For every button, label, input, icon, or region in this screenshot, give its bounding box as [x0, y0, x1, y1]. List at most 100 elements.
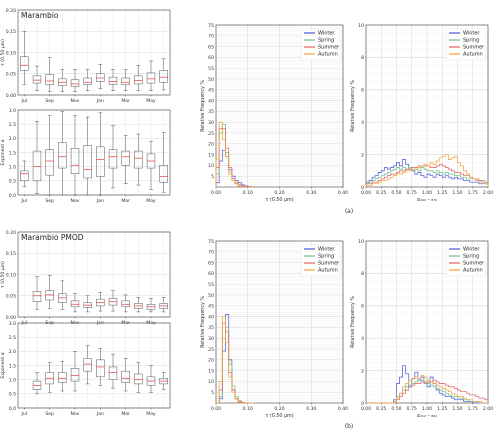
y-tick-label: 1.5 [9, 150, 16, 156]
x-tick-label: May [146, 411, 156, 417]
x-tick-label: 0.25 [376, 406, 386, 412]
axes-frame [365, 240, 489, 404]
axes-frame [17, 9, 171, 96]
box-may [146, 60, 156, 91]
box-jun [159, 297, 168, 313]
box-plot-marambio-tau: 0.00 0.05 0.10 0.15 0.20 Jul Sep Nov Jan Mar May τ … [0, 8, 171, 104]
box-iqr [121, 370, 130, 383]
series-summer [216, 322, 255, 404]
series-autumn [216, 316, 255, 404]
y-axis-label: Relative Frequency % [350, 296, 356, 348]
y-tick-label: 0 [361, 401, 364, 407]
box-may [146, 298, 156, 313]
y-tick-label: 20 [208, 142, 214, 148]
y-tick-label: 0.00 [6, 315, 16, 321]
x-axis-label: τ (0.50 μm) [265, 197, 293, 203]
box-sep [45, 115, 54, 196]
x-tick-label: 0.00 [211, 190, 221, 196]
y-axis-label: τ (0.50 μm) [0, 39, 6, 66]
x-tick-label: 0.10 [243, 190, 253, 196]
series-autumn [365, 154, 489, 187]
x-tick-label: 0.10 [243, 406, 253, 412]
y-tick-label: 0.15 [6, 251, 16, 257]
box-feb [108, 290, 118, 312]
x-tick-label: Mar [121, 198, 130, 204]
y-tick-label: 2.0 [9, 349, 16, 355]
x-tick-label: May [146, 198, 156, 204]
x-tick-label: 0.50 [391, 190, 401, 196]
y-tick-label: 0.00 [6, 93, 16, 99]
y-axis-label: Exponent α [0, 352, 6, 378]
histogram-b-alpha-hist: 0 2 4 6 8 10 0.00 0.25 0.50 0.75 1.00 1.25 1.50 1.75 2… [350, 239, 493, 419]
box-iqr [159, 165, 168, 183]
box-iqr [58, 372, 67, 383]
box-plot-marambio-alpha: 0.0 0.5 1.0 1.5 2.0 2.5 3.0 Jul Sep Nov Jan Mar May E… [0, 108, 171, 204]
legend-label: Spring [318, 254, 334, 260]
box-iqr [96, 146, 105, 177]
y-tick-label: 1.0 [9, 377, 16, 383]
y-tick-label: 10 [358, 23, 364, 29]
box-iqr [32, 75, 42, 84]
box-plot-pmod-alpha: 0.0 0.5 1.0 1.5 2.0 2.5 3.0 Jul Sep Nov Jan Mar May E… [0, 321, 171, 417]
y-tick-label: 35 [208, 325, 214, 331]
y-tick-label: 2 [361, 368, 364, 374]
axes-frame [17, 109, 171, 196]
box-oct [58, 280, 67, 310]
box-iqr [32, 150, 42, 182]
x-tick-label: Mar [121, 98, 130, 104]
box-iqr [96, 73, 105, 82]
y-tick-label: 2 [361, 152, 364, 158]
legend-label: Autumn [318, 268, 338, 274]
x-tick-label: Sep [45, 198, 54, 204]
histogram-a-alpha-hist: 0 2 4 6 8 10 0.00 0.25 0.50 0.75 1.00 1.25 1.50 1.75 2… [350, 23, 493, 203]
box-nov [70, 69, 80, 92]
legend-label: Spring [463, 38, 479, 44]
box-jun [159, 58, 168, 91]
caption-a: (a) [345, 208, 353, 215]
legend-label: Winter [463, 31, 480, 37]
box-iqr [108, 149, 118, 169]
x-tick-label: 0.40 [338, 406, 348, 412]
x-tick-label: 2.00 [483, 406, 493, 412]
x-tick-label: 1.50 [452, 190, 462, 196]
box-iqr [134, 150, 143, 169]
box-mar [121, 294, 130, 313]
box-dec [83, 116, 92, 196]
box-iqr [45, 149, 54, 176]
legend-label: Summer [463, 261, 485, 267]
legend-label: Summer [463, 45, 485, 51]
box-iqr [45, 74, 54, 86]
box-jan [96, 64, 105, 89]
box-nov [70, 351, 80, 392]
legend-label: Winter [318, 247, 335, 253]
box-aug [32, 276, 42, 310]
caption-b: (b) [345, 423, 354, 430]
y-tick-label: 70 [208, 250, 214, 256]
y-tick-label: 0.5 [9, 179, 16, 185]
y-axis-label: τ (0.50 μm) [0, 261, 6, 288]
y-tick-label: 0.10 [6, 50, 16, 56]
y-tick-label: 2.0 [9, 136, 16, 142]
y-tick-label: 3.0 [9, 108, 16, 114]
legend-label: Spring [463, 254, 479, 260]
box-iqr [58, 142, 67, 169]
box-sep [45, 275, 54, 309]
y-tick-label: 10 [208, 379, 214, 385]
x-tick-label: Sep [45, 411, 54, 417]
box-iqr [121, 150, 130, 166]
box-mar [121, 69, 130, 91]
y-tick-label: 0.0 [9, 406, 16, 412]
y-axis-label: Relative Frequency % [350, 80, 356, 132]
box-may [146, 365, 156, 393]
y-tick-label: 60 [208, 271, 214, 277]
box-oct [58, 361, 67, 392]
x-axis-label: α₄₄₀ – ₈₇₀ [417, 198, 437, 203]
box-jun [159, 132, 168, 193]
y-tick-label: 0.15 [6, 29, 16, 35]
box-iqr [83, 145, 92, 179]
x-tick-label: 1.25 [437, 406, 447, 412]
box-iqr [108, 366, 118, 380]
box-iqr [32, 291, 42, 302]
y-tick-label: 30 [208, 120, 214, 126]
